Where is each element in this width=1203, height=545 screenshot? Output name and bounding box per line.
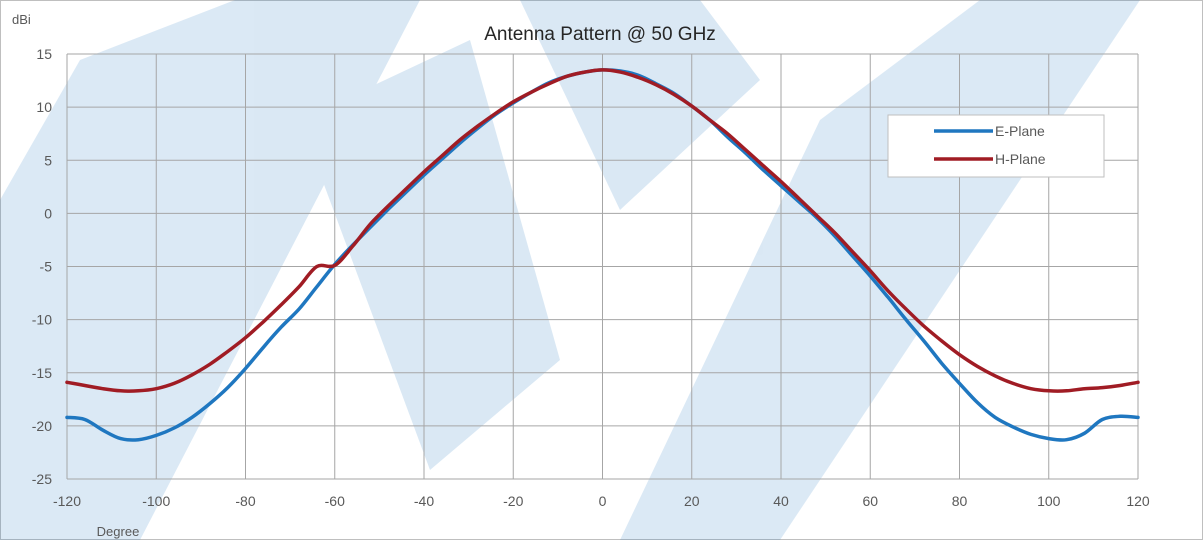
y-tick-label: -10 (32, 312, 52, 328)
x-tick-label: -120 (53, 493, 81, 509)
tick-labels: -120 -100 -80 -60 -40 -20 0 20 40 60 80 100 12015105… (32, 46, 1150, 509)
series-line-h-plane (65, 68, 1140, 393)
y-tick-label: 15 (36, 46, 52, 62)
y-tick-label: -25 (32, 471, 52, 487)
x-tick-label: -40 (414, 493, 434, 509)
x-tick-label: -100 (142, 493, 170, 509)
series-layer (65, 68, 1140, 442)
legend-label-h-plane: H-Plane (995, 151, 1046, 167)
x-tick-label: 20 (684, 493, 700, 509)
chart-title: Antenna Pattern @ 50 GHz (484, 24, 716, 45)
y-tick-label: 10 (36, 99, 52, 115)
legend-box (887, 114, 1105, 178)
x-axis-label: Degree (97, 524, 140, 539)
legend-label-e-plane: E-Plane (995, 123, 1045, 139)
y-tick-label: -20 (32, 418, 52, 434)
y-axis-label: dBi (12, 12, 31, 27)
y-tick-label: 0 (44, 205, 52, 221)
x-tick-label: 100 (1037, 493, 1061, 509)
x-tick-label: -20 (503, 493, 523, 509)
y-tick-label: 5 (44, 152, 52, 168)
y-tick-label: -5 (40, 259, 53, 275)
legend: E-Plane H-Plane (887, 114, 1105, 178)
x-tick-label: -60 (325, 493, 345, 509)
x-tick-label: 0 (599, 493, 607, 509)
y-tick-label: -15 (32, 365, 52, 381)
x-tick-label: 80 (952, 493, 968, 509)
x-tick-label: -80 (235, 493, 255, 509)
x-tick-label: 120 (1126, 493, 1150, 509)
x-tick-label: 40 (773, 493, 789, 509)
x-tick-label: 60 (862, 493, 878, 509)
